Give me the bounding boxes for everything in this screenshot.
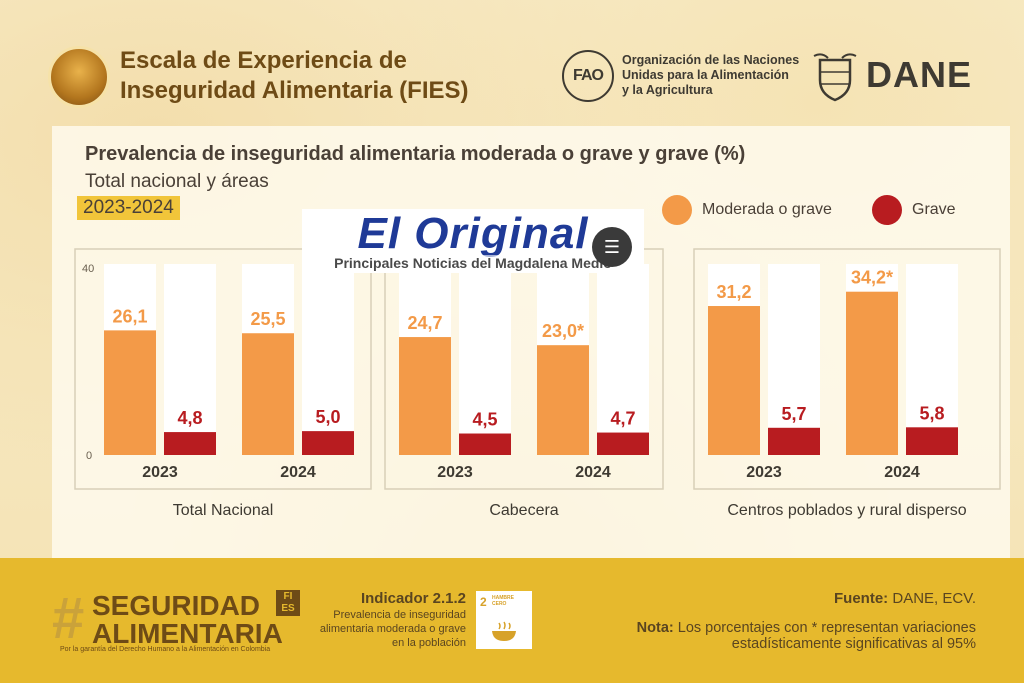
chart-period: 2023-2024 xyxy=(77,196,180,220)
fao-logo-icon: FAO xyxy=(562,50,614,102)
bar-moderada xyxy=(399,337,451,455)
fao-name: Organización de las Naciones Unidas para… xyxy=(622,53,802,98)
bar-grave xyxy=(164,432,216,455)
source-label: Fuente: xyxy=(834,590,889,607)
bar-track xyxy=(164,264,216,455)
year-label: 2024 xyxy=(884,464,920,481)
group-label: Centros poblados y rural disperso xyxy=(727,502,966,519)
sdg-badge: 2 HAMBRE CERO xyxy=(476,591,532,649)
watermark-banner: El Original Principales Noticias del Mag… xyxy=(302,209,644,273)
fao-name-line-1: Organización de las Naciones xyxy=(622,53,800,67)
data-label-grave: 5,8 xyxy=(919,403,944,423)
y-tick-label: 0 xyxy=(86,450,92,462)
watermark-subtitle: Principales Noticias del Magdalena Medio xyxy=(302,255,644,271)
bar-moderada xyxy=(242,333,294,455)
note-text: Los porcentajes con * representan variac… xyxy=(673,620,976,652)
group-frame xyxy=(74,248,372,490)
bar-grave xyxy=(906,427,958,455)
source-text: DANE, ECV. xyxy=(888,590,976,607)
dane-logo-text: DANE xyxy=(866,54,973,95)
year-label: 2023 xyxy=(142,464,178,481)
colombia-shield-icon xyxy=(813,53,857,102)
header: Escala de Experiencia de Inseguridad Ali… xyxy=(0,0,1024,125)
sdg-number: 2 xyxy=(480,595,487,609)
chart-subtitle: Total nacional y áreas xyxy=(85,171,269,192)
data-label-moderada: 34,2* xyxy=(851,268,893,288)
bar-moderada xyxy=(708,306,760,455)
legend-item-moderada: Moderada o grave xyxy=(662,195,832,225)
data-label-grave: 4,7 xyxy=(610,409,635,429)
brand-line-1: SEGURIDAD xyxy=(92,590,261,621)
bar-track xyxy=(768,264,820,455)
fies-badge-line-1: FI xyxy=(283,591,293,602)
bar-moderada xyxy=(104,330,156,455)
brand-line-2: ALIMENTARIA xyxy=(92,618,283,649)
sdg-label: HAMBRE CERO xyxy=(492,595,514,607)
year-label: 2024 xyxy=(575,464,611,481)
fies-logo-icon xyxy=(48,46,110,108)
data-label-grave: 5,7 xyxy=(781,404,806,424)
bar-track xyxy=(459,264,511,455)
group-frame xyxy=(693,248,1001,490)
brand-subtitle: Por la garantía del Derecho Humano a la … xyxy=(60,646,271,653)
data-label-moderada: 25,5 xyxy=(250,309,285,329)
fao-name-line-3: y la Agricultura xyxy=(622,83,713,97)
page-title: Escala de Experiencia de Inseguridad Ali… xyxy=(120,46,540,106)
y-tick-label: 40 xyxy=(82,263,94,275)
year-label: 2023 xyxy=(437,464,473,481)
bar-grave xyxy=(459,433,511,455)
bar-grave xyxy=(597,432,649,455)
indicator-title: Indicador 2.1.2 xyxy=(360,590,466,607)
bar-moderada xyxy=(846,291,898,455)
bar-track xyxy=(302,264,354,455)
legend-swatch-moderada xyxy=(662,195,692,225)
bowl-icon xyxy=(492,621,516,641)
source-note: Fuente: DANE, ECV. xyxy=(834,590,976,607)
fies-badge: FI ES xyxy=(276,590,300,616)
watermark-title: El Original xyxy=(357,209,589,258)
campaign-brand: SEGURIDAD ALIMENTARIA xyxy=(92,592,302,648)
group-label: Total Nacional xyxy=(173,502,274,519)
title-line-1: Escala de Experiencia de xyxy=(120,47,407,74)
footnote: Nota: Los porcentajes con * representan … xyxy=(546,620,976,652)
chart-title: Prevalencia de inseguridad alimentaria m… xyxy=(85,143,746,165)
title-line-2: Inseguridad Alimentaria (FIES) xyxy=(120,77,469,104)
hashtag-icon: # xyxy=(52,586,85,651)
fies-badge-line-2: ES xyxy=(281,603,295,614)
data-label-moderada: 26,1 xyxy=(112,306,147,326)
fao-name-line-2: Unidas para la Alimentación xyxy=(622,68,789,82)
year-label: 2023 xyxy=(746,464,782,481)
data-label-grave: 4,5 xyxy=(472,410,497,430)
indicator-description: Prevalencia de inseguridad alimentaria m… xyxy=(319,609,466,649)
legend-swatch-grave xyxy=(872,195,902,225)
data-label-grave: 5,0 xyxy=(315,407,340,427)
year-label: 2024 xyxy=(280,464,316,481)
share-icon[interactable]: ☰ xyxy=(592,227,632,267)
bar-grave xyxy=(302,431,354,455)
bar-grave xyxy=(768,427,820,455)
data-label-moderada: 24,7 xyxy=(407,313,442,333)
group-label: Cabecera xyxy=(489,502,558,519)
bar-track xyxy=(597,264,649,455)
data-label-moderada: 31,2 xyxy=(716,282,751,302)
legend-label-grave: Grave xyxy=(912,201,956,218)
legend-item-grave: Grave xyxy=(872,195,956,225)
note-label: Nota: xyxy=(636,620,674,636)
legend-label-moderada: Moderada o grave xyxy=(702,201,832,218)
data-label-grave: 4,8 xyxy=(177,408,202,428)
bar-track xyxy=(906,264,958,455)
bar-moderada xyxy=(537,345,589,455)
data-label-moderada: 23,0* xyxy=(542,321,584,341)
